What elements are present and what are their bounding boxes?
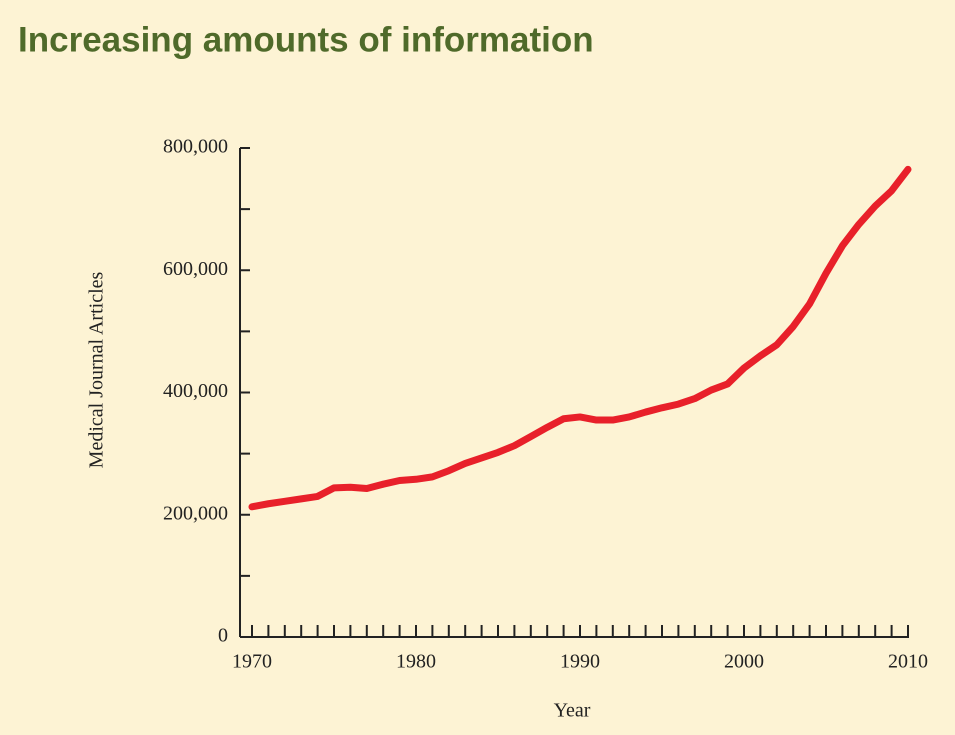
chart-title: Increasing amounts of information — [18, 20, 594, 59]
y-tick-label: 400,000 — [163, 380, 228, 402]
y-tick-label: 600,000 — [163, 258, 228, 280]
x-tick-label: 2000 — [724, 651, 764, 673]
x-tick-label: 1970 — [232, 651, 272, 673]
x-tick-label: 1990 — [560, 651, 600, 673]
y-axis-label: Medical Journal Articles — [86, 271, 108, 468]
y-tick-label: 0 — [218, 625, 228, 647]
x-tick-label: 1980 — [396, 651, 436, 673]
y-tick-label: 800,000 — [163, 136, 228, 158]
y-tick-label: 200,000 — [163, 502, 228, 524]
x-tick-label: 2010 — [888, 651, 928, 673]
data-line — [248, 165, 912, 511]
x-axis-label: Year — [554, 700, 591, 722]
